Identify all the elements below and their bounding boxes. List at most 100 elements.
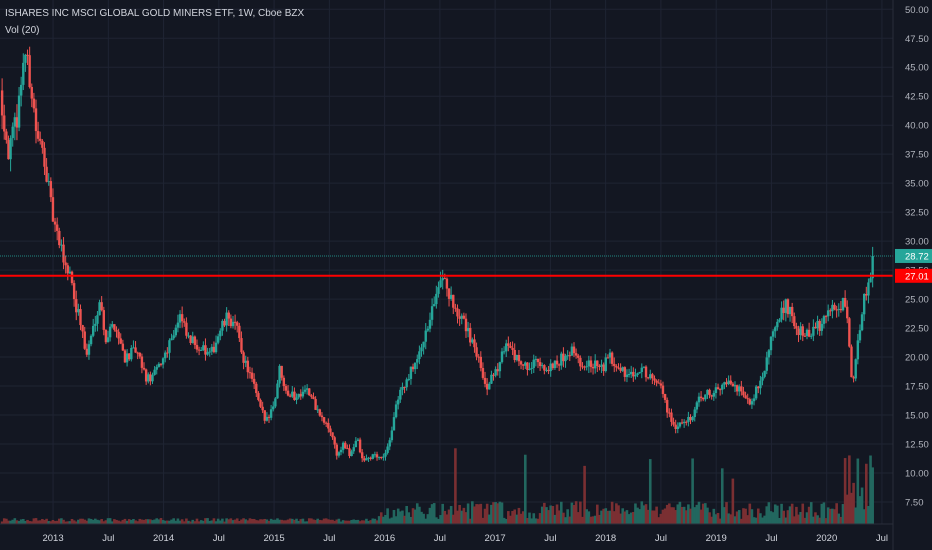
volume-bar (502, 517, 506, 524)
volume-bar (405, 506, 408, 524)
volume-bar (130, 519, 133, 524)
volume-bar (615, 503, 618, 524)
candle-body (24, 54, 27, 63)
candle-body (479, 356, 483, 368)
candle-body (358, 439, 362, 453)
candle-body (422, 341, 425, 348)
volume-bar (551, 505, 555, 524)
candle-body (180, 314, 184, 322)
volume-bar (640, 501, 644, 524)
candle-body (136, 352, 139, 354)
candle-body (216, 336, 220, 343)
candle-body (805, 329, 809, 336)
volume-bar (871, 467, 874, 524)
candle-body (731, 383, 735, 387)
candle-body (663, 393, 667, 400)
candle-body (89, 335, 93, 345)
candle-body (369, 457, 372, 459)
candle-body (725, 382, 728, 385)
candle-body (718, 389, 722, 391)
candle-body (761, 376, 764, 381)
volume-bar (765, 506, 769, 524)
volume-bar (460, 510, 464, 524)
candle-body (566, 355, 569, 357)
x-tick-label: 2015 (264, 533, 285, 544)
volume-bar (64, 521, 67, 524)
candle-body (297, 393, 300, 398)
candle-body (712, 393, 716, 397)
candle-body (49, 181, 53, 198)
volume-bar (316, 518, 320, 524)
volume-bar (731, 478, 735, 524)
volume-bar (763, 515, 766, 524)
candle-body (51, 197, 55, 222)
volume-bar (636, 507, 639, 524)
candle-body (409, 366, 413, 379)
volume-bar (608, 510, 612, 524)
candle-body (763, 370, 766, 377)
candle-body (168, 340, 171, 353)
volume-bar (132, 518, 135, 524)
horizontal-line-group[interactable] (0, 255, 893, 277)
volume-bar (426, 514, 430, 524)
candle-body (871, 255, 874, 279)
volume-bar (77, 519, 80, 524)
time-axis[interactable]: 2013 Jul 2014 Jul 2015 Jul 2016 Jul 2017 Jul 2018 J… (0, 523, 893, 544)
volume-bar (305, 521, 309, 524)
volume-bar (835, 503, 838, 524)
candle-body (519, 361, 523, 365)
y-tick-label: 22.50 (905, 324, 929, 335)
candle-body (259, 399, 262, 407)
candle-body (308, 388, 311, 396)
y-tick-label: 37.50 (905, 150, 929, 161)
candle-body (477, 356, 480, 358)
candle-body (62, 244, 65, 263)
volume-bar (494, 502, 497, 524)
candle-body (303, 389, 307, 392)
candle-body (833, 304, 836, 310)
volume-bar (583, 465, 586, 524)
volume-bar (526, 518, 529, 524)
candle-body (555, 360, 559, 365)
volume-bar (72, 520, 76, 524)
candle-body (536, 358, 540, 363)
candle-body (649, 374, 652, 379)
volume-bar (856, 458, 860, 524)
candle-body (473, 339, 476, 348)
volume-bar (227, 519, 231, 524)
volume-bar (600, 510, 603, 524)
volume-bar (693, 507, 697, 524)
candle-body (742, 391, 745, 396)
candle-body (272, 406, 275, 410)
volume-bar (820, 503, 824, 524)
candle-body (843, 298, 847, 307)
candle-body (316, 409, 319, 411)
candle-body (517, 354, 521, 362)
candle-body (585, 366, 588, 368)
candle-body (373, 454, 377, 456)
volume-bar (782, 510, 785, 524)
volume-bar (661, 509, 665, 524)
volume-bar (11, 519, 15, 524)
candle-body (151, 374, 154, 382)
candle-body (494, 369, 497, 376)
volume-bar (725, 502, 728, 524)
volume-bar (646, 509, 650, 524)
volume-bar (51, 519, 55, 524)
volume-bar (134, 520, 137, 524)
volume-bar (538, 513, 542, 524)
candle-body (280, 365, 283, 378)
volume-bar (157, 519, 161, 524)
candle-body (513, 349, 516, 361)
volume-bar (676, 504, 680, 524)
volume-bar (235, 518, 239, 524)
volume-bar (411, 508, 415, 524)
candle-body (812, 326, 815, 336)
candle-body (769, 336, 773, 351)
candle-body (170, 338, 173, 341)
candle-body (430, 306, 434, 320)
candle-body (356, 439, 360, 441)
volume-bar (610, 501, 614, 524)
candle-body (801, 326, 804, 336)
